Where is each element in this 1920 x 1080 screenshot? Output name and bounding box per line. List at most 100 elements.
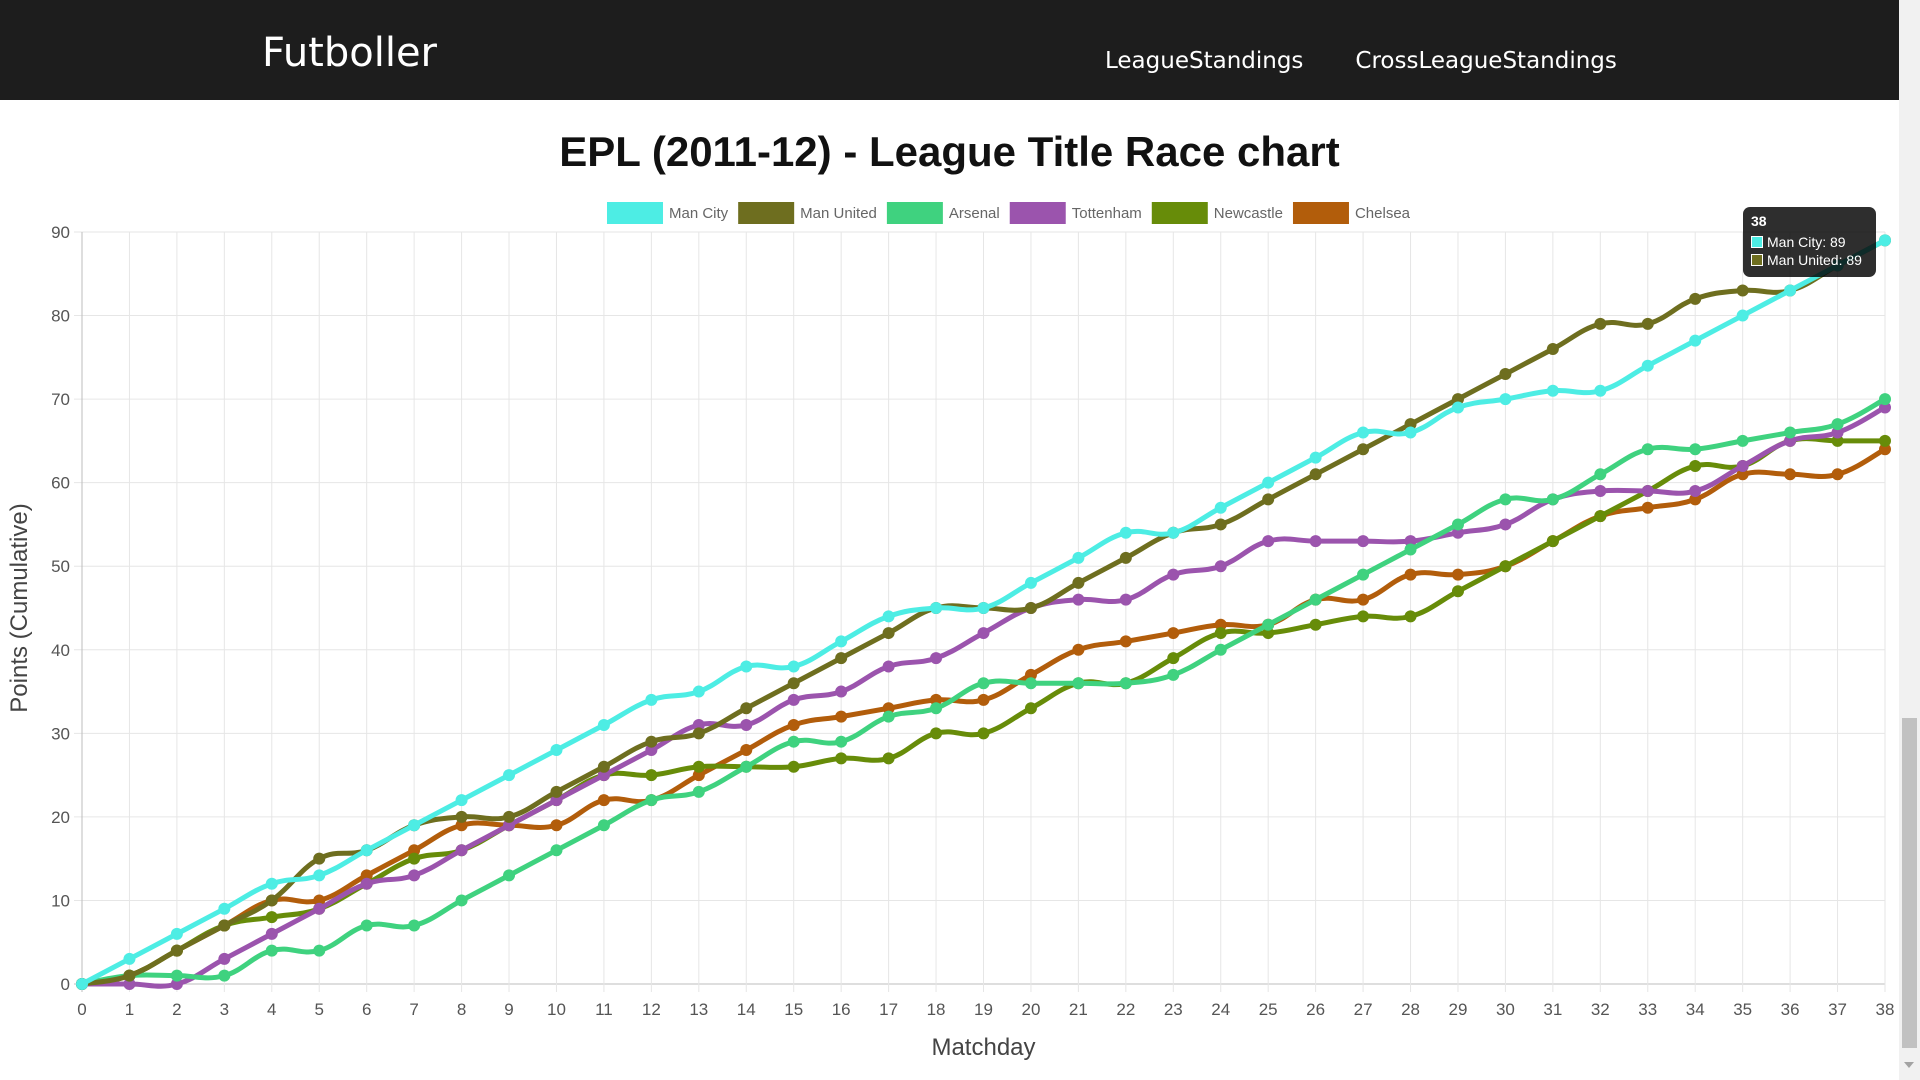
data-point[interactable] [1689,493,1702,506]
data-point[interactable] [550,744,563,757]
data-point[interactable] [1499,493,1512,506]
data-point[interactable] [170,978,183,990]
data-point[interactable] [265,894,278,907]
data-point[interactable] [740,718,753,731]
data-point[interactable] [1072,677,1085,690]
data-point[interactable] [1072,593,1085,606]
data-point[interactable] [835,735,848,748]
data-point[interactable] [218,902,231,915]
data-point[interactable] [170,944,183,957]
data-point[interactable] [455,844,468,857]
data-point[interactable] [1451,526,1464,539]
data-point[interactable] [123,969,136,982]
data-point[interactable] [740,744,753,757]
data-point[interactable] [882,627,895,640]
data-point[interactable] [692,718,705,731]
data-point[interactable] [360,869,373,882]
data-point[interactable] [1689,443,1702,456]
data-point[interactable] [1167,526,1180,539]
data-point[interactable] [1119,677,1132,690]
data-point[interactable] [1499,393,1512,406]
data-point[interactable] [1546,384,1559,397]
data-point[interactable] [1404,568,1417,581]
scroll-down-arrow-icon[interactable] [1904,1062,1914,1068]
data-point[interactable] [313,944,326,957]
data-point[interactable] [1641,501,1654,514]
legend-swatch[interactable] [606,202,663,224]
data-point[interactable] [1072,643,1085,656]
data-point[interactable] [787,660,800,673]
data-point[interactable] [1119,593,1132,606]
data-point[interactable] [597,819,610,832]
legend-swatch[interactable] [1292,202,1349,224]
data-point[interactable] [1499,560,1512,573]
data-point[interactable] [740,760,753,773]
data-point[interactable] [597,760,610,773]
data-point[interactable] [1594,317,1607,330]
brand-logo-link[interactable]: Futboller [262,30,437,76]
data-point[interactable] [1309,535,1322,548]
data-point[interactable] [692,685,705,698]
scrollbar-thumb[interactable] [1902,718,1917,1048]
data-point[interactable] [835,710,848,723]
legend-label[interactable]: Arsenal [949,205,1000,222]
data-point[interactable] [645,735,658,748]
data-point[interactable] [787,693,800,706]
data-point[interactable] [265,927,278,940]
data-point[interactable] [123,952,136,965]
data-point[interactable] [313,852,326,865]
data-point[interactable] [1119,526,1132,539]
data-point[interactable] [1451,518,1464,531]
data-point[interactable] [882,702,895,715]
data-point[interactable] [408,852,421,865]
data-point[interactable] [1594,510,1607,523]
data-point[interactable] [1214,560,1227,573]
data-point[interactable] [218,969,231,982]
data-point[interactable] [1024,677,1037,690]
data-point[interactable] [882,660,895,673]
data-point[interactable] [408,844,421,857]
data-point[interactable] [835,635,848,648]
data-point[interactable] [455,810,468,823]
data-point[interactable] [597,794,610,807]
data-point[interactable] [692,769,705,782]
data-point[interactable] [503,810,516,823]
data-point[interactable] [835,752,848,765]
data-point[interactable] [1357,593,1370,606]
data-point[interactable] [740,702,753,715]
data-point[interactable] [882,710,895,723]
data-point[interactable] [1594,384,1607,397]
data-point[interactable] [1736,284,1749,297]
data-point[interactable] [1024,602,1037,614]
data-point[interactable] [1119,635,1132,648]
data-point[interactable] [1404,535,1417,548]
data-point[interactable] [1831,434,1844,447]
data-point[interactable] [1119,551,1132,564]
data-point[interactable] [1831,418,1844,431]
legend-label[interactable]: Man City [669,205,729,222]
data-point[interactable] [930,702,943,715]
data-point[interactable] [835,652,848,665]
data-point[interactable] [1879,234,1891,247]
data-point[interactable] [1831,426,1844,439]
data-point[interactable] [360,877,373,890]
data-point[interactable] [1641,359,1654,372]
data-point[interactable] [1499,368,1512,381]
data-point[interactable] [455,819,468,832]
data-point[interactable] [835,685,848,698]
data-point[interactable] [1262,627,1275,640]
data-point[interactable] [692,760,705,773]
data-point[interactable] [503,869,516,882]
legend-swatch[interactable] [1151,202,1208,224]
data-point[interactable] [1784,434,1797,447]
data-point[interactable] [882,752,895,765]
data-point[interactable] [1546,493,1559,506]
data-point[interactable] [1546,535,1559,548]
data-point[interactable] [597,718,610,731]
data-point[interactable] [787,760,800,773]
data-point[interactable] [1262,618,1275,631]
data-point[interactable] [1451,585,1464,598]
data-point[interactable] [1167,568,1180,581]
data-point[interactable] [1357,535,1370,548]
data-point[interactable] [550,819,563,832]
